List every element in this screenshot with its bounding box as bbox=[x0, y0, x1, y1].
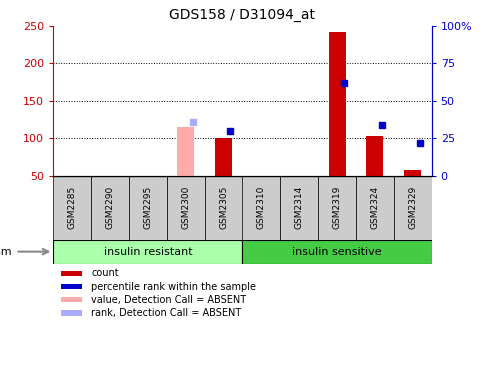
Text: GSM2314: GSM2314 bbox=[294, 186, 303, 229]
Text: GSM2310: GSM2310 bbox=[257, 186, 265, 229]
Bar bbox=[403, 170, 421, 176]
Bar bbox=[328, 32, 345, 176]
Text: GSM2285: GSM2285 bbox=[68, 186, 76, 229]
Text: insulin sensitive: insulin sensitive bbox=[292, 247, 381, 257]
Bar bbox=[91, 176, 129, 240]
Bar bbox=[129, 176, 166, 240]
Text: GSM2300: GSM2300 bbox=[181, 186, 190, 229]
Bar bbox=[280, 176, 318, 240]
Bar bbox=[53, 240, 242, 264]
Bar bbox=[242, 176, 280, 240]
Title: GDS158 / D31094_at: GDS158 / D31094_at bbox=[169, 8, 315, 22]
Text: GSM2324: GSM2324 bbox=[370, 186, 378, 229]
Text: value, Detection Call = ABSENT: value, Detection Call = ABSENT bbox=[91, 295, 246, 305]
Bar bbox=[53, 176, 91, 240]
Bar bbox=[61, 310, 81, 315]
Text: GSM2305: GSM2305 bbox=[219, 186, 227, 229]
Text: GSM2329: GSM2329 bbox=[408, 186, 416, 229]
Text: insulin resistant: insulin resistant bbox=[104, 247, 192, 257]
Bar bbox=[204, 176, 242, 240]
Bar bbox=[365, 136, 383, 176]
Text: rank, Detection Call = ABSENT: rank, Detection Call = ABSENT bbox=[91, 308, 241, 318]
Bar bbox=[61, 271, 81, 276]
Bar bbox=[61, 284, 81, 289]
Text: metabolism: metabolism bbox=[0, 247, 12, 257]
Bar bbox=[242, 240, 431, 264]
Bar bbox=[177, 127, 194, 176]
Bar bbox=[355, 176, 393, 240]
Bar bbox=[318, 176, 355, 240]
Text: GSM2295: GSM2295 bbox=[143, 186, 152, 229]
Bar bbox=[393, 176, 431, 240]
Text: percentile rank within the sample: percentile rank within the sample bbox=[91, 281, 256, 292]
Text: GSM2290: GSM2290 bbox=[106, 186, 114, 229]
Text: count: count bbox=[91, 268, 119, 279]
Bar bbox=[214, 138, 232, 176]
Bar bbox=[61, 297, 81, 302]
Bar bbox=[166, 176, 204, 240]
Text: GSM2319: GSM2319 bbox=[332, 186, 341, 229]
